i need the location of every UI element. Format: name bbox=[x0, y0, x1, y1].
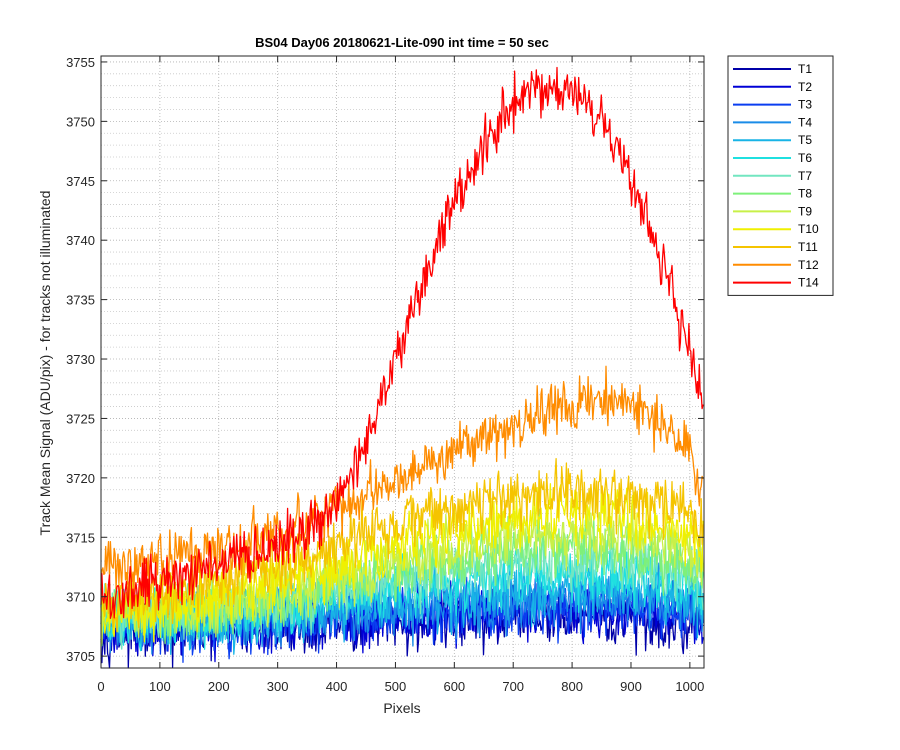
x-tick-label: 600 bbox=[443, 679, 465, 694]
y-tick-label: 3710 bbox=[66, 590, 95, 605]
legend-label: T11 bbox=[798, 240, 818, 254]
y-tick-label: 3755 bbox=[66, 55, 95, 70]
axes-box bbox=[100, 55, 705, 669]
legend-label: T12 bbox=[798, 258, 819, 272]
x-tick-label: 700 bbox=[502, 679, 524, 694]
x-tick-label: 200 bbox=[208, 679, 230, 694]
y-tick-label: 3730 bbox=[66, 352, 95, 367]
x-tick-label: 400 bbox=[326, 679, 348, 694]
series-line-t11 bbox=[100, 458, 704, 633]
y-tick-label: 3725 bbox=[66, 411, 95, 426]
x-tick-label: 1000 bbox=[675, 679, 704, 694]
y-tick-label: 3750 bbox=[66, 114, 95, 129]
y-tick-label: 3705 bbox=[66, 649, 95, 664]
y-tick-label: 3740 bbox=[66, 233, 95, 248]
legend-label: T6 bbox=[798, 151, 812, 165]
x-axis-label: Pixels bbox=[383, 700, 420, 716]
series-line-t12 bbox=[100, 365, 704, 595]
x-tick-label: 0 bbox=[97, 679, 104, 694]
legend-label: T4 bbox=[798, 115, 812, 129]
legend-label: T2 bbox=[798, 80, 812, 94]
legend-label: T7 bbox=[798, 169, 812, 183]
y-tick-label: 3745 bbox=[66, 174, 95, 189]
legend-label: T8 bbox=[798, 187, 812, 201]
x-tick-label: 500 bbox=[385, 679, 407, 694]
x-tick-label: 100 bbox=[149, 679, 171, 694]
legend: T1 T2 T3 T4 T5 T6 T7 T8 T9 T10 T11 T12 T14 bbox=[727, 55, 834, 296]
legend-label: T5 bbox=[798, 133, 812, 147]
y-axis-label: Track Mean Signal (ADU/pix) - for tracks… bbox=[37, 191, 53, 536]
y-tick-label: 3720 bbox=[66, 471, 95, 486]
x-tick-label: 900 bbox=[620, 679, 642, 694]
y-tick-label: 3715 bbox=[66, 530, 95, 545]
series-line-t14 bbox=[100, 66, 704, 619]
x-tick-label: 800 bbox=[561, 679, 583, 694]
chart-title: BS04 Day06 20180621-Lite-090 int time = … bbox=[255, 35, 549, 50]
legend-label: T14 bbox=[798, 276, 819, 290]
x-tick-label: 300 bbox=[267, 679, 289, 694]
legend-label: T1 bbox=[798, 62, 812, 76]
series-layer bbox=[100, 66, 704, 669]
y-tick-label: 3735 bbox=[66, 293, 95, 308]
legend-label: T9 bbox=[798, 204, 812, 218]
legend-label: T10 bbox=[798, 222, 819, 236]
legend-label: T3 bbox=[798, 98, 812, 112]
